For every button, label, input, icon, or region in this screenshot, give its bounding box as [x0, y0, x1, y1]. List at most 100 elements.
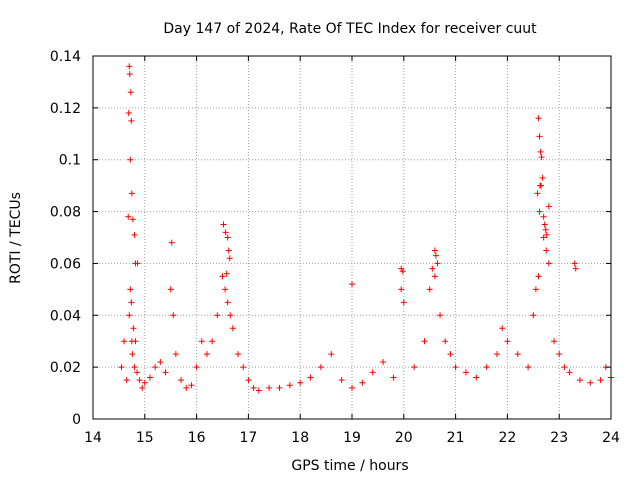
data-point — [537, 148, 544, 155]
data-point — [494, 351, 501, 358]
data-point — [198, 338, 205, 345]
x-tick-label: 21 — [447, 430, 465, 446]
x-tick-label: 17 — [239, 430, 257, 446]
data-point — [390, 374, 397, 381]
data-point — [307, 374, 314, 381]
x-tick-label: 14 — [84, 430, 102, 446]
x-tick-label: 19 — [343, 430, 361, 446]
data-point — [162, 369, 169, 376]
data-point — [532, 286, 539, 293]
y-tick-label: 0.08 — [50, 205, 81, 221]
data-point — [411, 364, 418, 371]
data-point — [127, 89, 134, 96]
data-point — [530, 312, 537, 319]
data-point — [134, 260, 141, 267]
data-point — [537, 182, 544, 189]
data-point — [250, 384, 257, 391]
x-tick-label: 16 — [188, 430, 206, 446]
data-point — [437, 312, 444, 319]
data-point — [188, 382, 195, 389]
x-axis-label: GPS time / hours — [291, 458, 408, 474]
data-point — [172, 351, 179, 358]
data-point — [129, 351, 136, 358]
data-point — [276, 384, 283, 391]
x-tick-label: 22 — [498, 430, 516, 446]
data-point — [170, 312, 177, 319]
data-point — [127, 156, 134, 163]
y-tick-label: 0.02 — [50, 360, 81, 376]
data-point — [380, 358, 387, 365]
x-tick-label: 23 — [550, 430, 568, 446]
y-tick-label: 0.12 — [50, 101, 81, 117]
data-point — [223, 270, 230, 277]
grid-lines — [93, 56, 611, 419]
data-point — [442, 338, 449, 345]
data-point — [462, 369, 469, 376]
data-point — [297, 379, 304, 386]
data-point — [399, 268, 406, 275]
data-point — [473, 374, 480, 381]
data-point — [129, 216, 136, 223]
x-tick-label: 18 — [291, 430, 309, 446]
data-point — [543, 231, 550, 238]
data-point — [226, 255, 233, 262]
data-point — [131, 364, 138, 371]
data-point — [421, 338, 428, 345]
data-point — [118, 364, 125, 371]
data-point — [127, 286, 134, 293]
data-point — [349, 384, 355, 391]
data-point — [359, 379, 366, 386]
data-point — [432, 252, 439, 259]
data-point — [286, 382, 293, 389]
data-point — [535, 273, 542, 280]
data-point — [545, 260, 552, 267]
data-point — [168, 239, 175, 246]
data-point — [167, 286, 174, 293]
data-point — [141, 379, 148, 386]
data-point — [561, 364, 568, 371]
x-tick-label: 15 — [136, 430, 154, 446]
data-point — [266, 384, 273, 391]
data-point — [431, 273, 438, 280]
data-point — [576, 377, 583, 384]
data-point — [126, 71, 133, 78]
data-point — [499, 325, 506, 332]
data-point — [132, 338, 139, 345]
data-point — [447, 351, 454, 358]
data-point — [123, 377, 130, 384]
data-point — [338, 377, 345, 384]
data-point — [426, 286, 433, 293]
data-point — [452, 364, 459, 371]
data-point — [126, 63, 133, 70]
data-point — [183, 384, 190, 391]
data-point — [209, 338, 216, 345]
x-axis-ticks: 14 15 16 17 18 19 20 21 22 23 24 — [84, 56, 620, 446]
data-point — [229, 325, 236, 332]
data-point — [178, 377, 185, 384]
data-point — [328, 351, 335, 358]
data-point — [125, 110, 132, 117]
data-point — [152, 364, 159, 371]
data-point — [483, 364, 490, 371]
data-point — [220, 221, 227, 228]
data-points — [118, 63, 614, 394]
data-point — [146, 374, 153, 381]
data-point — [587, 379, 594, 386]
data-point — [556, 351, 563, 358]
data-point — [514, 351, 521, 358]
data-point — [134, 369, 141, 376]
data-point — [227, 312, 234, 319]
data-point — [235, 351, 242, 358]
data-point — [543, 247, 550, 254]
data-point — [222, 229, 229, 236]
data-point — [128, 299, 135, 306]
data-point — [349, 281, 355, 288]
data-point — [245, 377, 252, 384]
y-tick-label: 0.04 — [50, 308, 81, 324]
y-axis-ticks: 0 0.02 0.04 0.06 0.08 0.1 0.12 0.14 — [50, 49, 611, 428]
data-point — [255, 387, 262, 394]
data-point — [157, 358, 164, 365]
data-point — [542, 226, 549, 233]
data-point — [128, 190, 135, 197]
